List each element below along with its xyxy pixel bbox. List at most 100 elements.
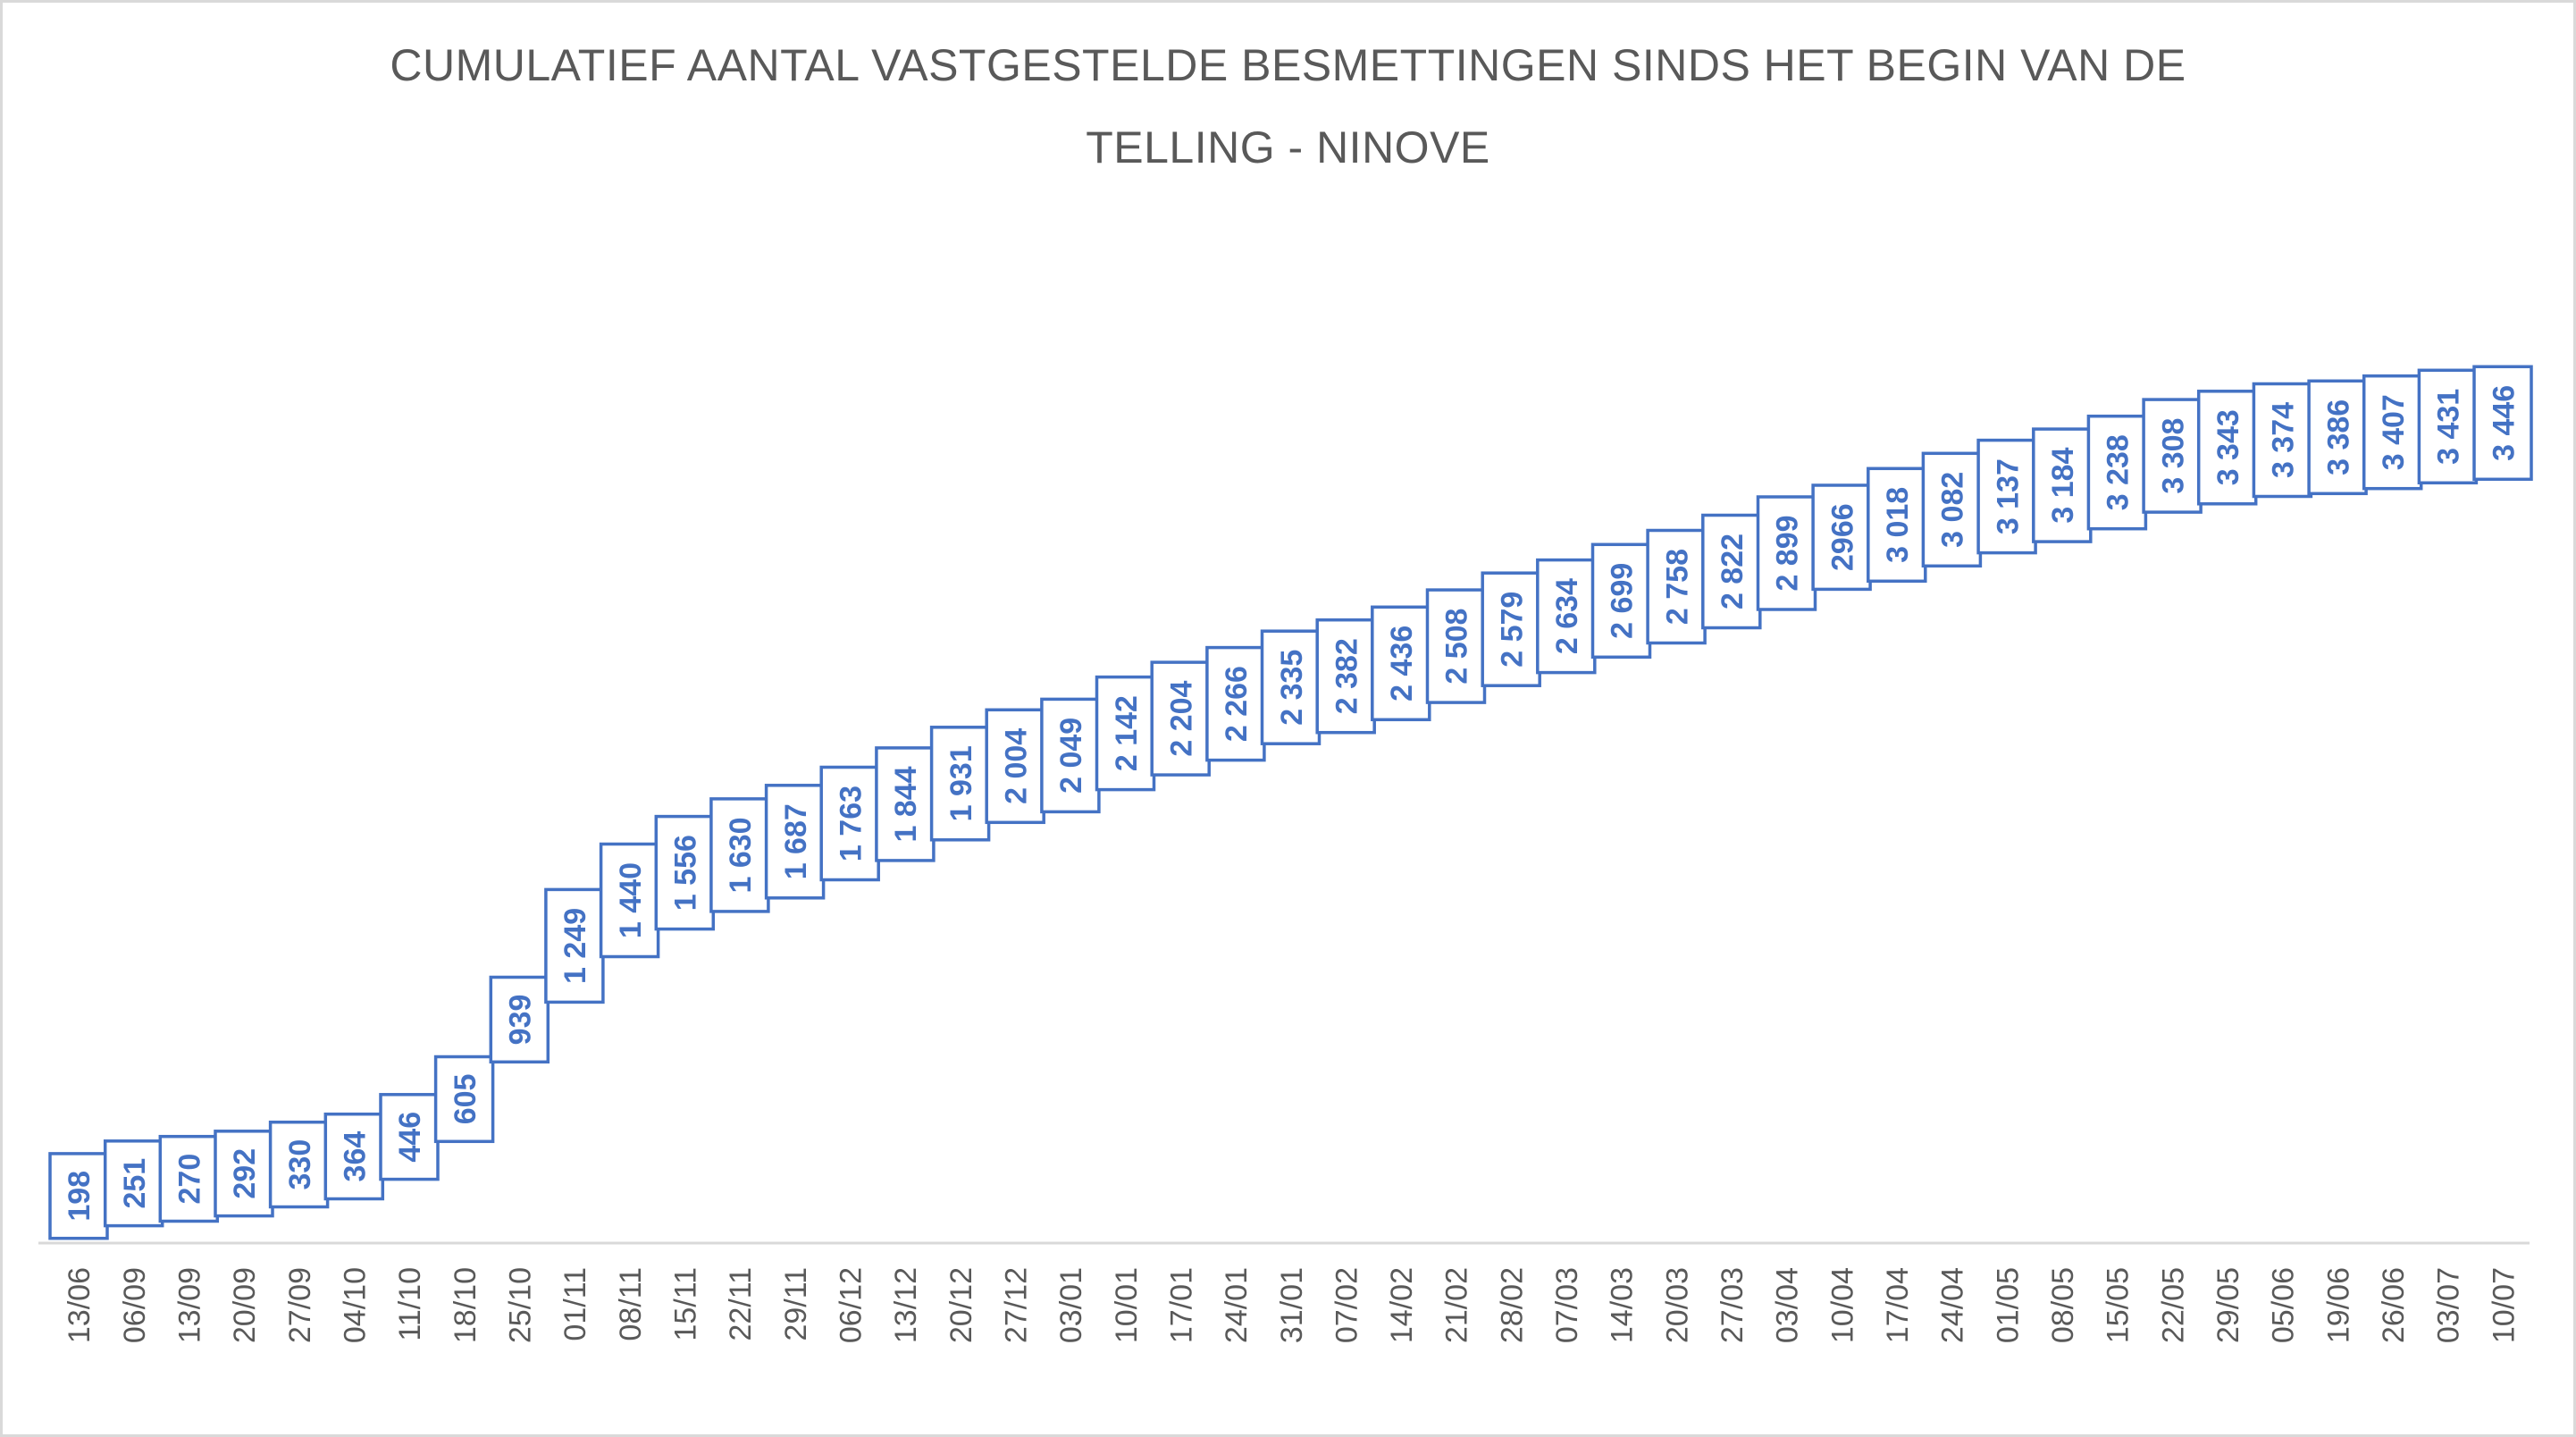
x-axis-label: 27/09 <box>283 1267 317 1343</box>
data-label-box <box>599 842 660 959</box>
data-label-text: 2 436 <box>1385 626 1419 702</box>
x-axis-label: 13/06 <box>63 1267 96 1343</box>
data-label: 939 <box>489 975 550 1064</box>
data-label: 1 931 <box>929 726 991 842</box>
data-label: 2 579 <box>1481 571 1541 687</box>
data-label-box <box>2472 365 2533 482</box>
data-label-box <box>2252 382 2313 499</box>
x-axis-label: 19/06 <box>2321 1267 2355 1343</box>
data-label: 2 436 <box>1371 605 1431 722</box>
data-label-text: 2 508 <box>1440 609 1474 685</box>
x-axis-label: 10/01 <box>1110 1267 1144 1343</box>
data-label: 1 687 <box>764 784 826 900</box>
x-axis-label: 20/03 <box>1660 1267 1694 1343</box>
data-label: 270 <box>158 1134 220 1223</box>
data-label-box <box>2362 374 2423 491</box>
data-label: 2 822 <box>1701 513 1762 630</box>
chart-title-line-2: TELLING - NINOVE <box>1086 122 1490 172</box>
x-axis-label: 18/10 <box>449 1267 482 1343</box>
data-label-text: 1 931 <box>944 745 978 821</box>
x-axis-label: 28/02 <box>1495 1267 1529 1343</box>
x-axis-label: 07/03 <box>1550 1267 1584 1343</box>
x-axis-label: 13/12 <box>889 1267 923 1343</box>
data-label-box <box>48 1152 109 1240</box>
x-axis-label: 20/12 <box>944 1267 978 1343</box>
data-label-text: 2 699 <box>1606 563 1640 639</box>
data-label: 1 844 <box>875 746 936 862</box>
data-label: 3 343 <box>2196 390 2258 506</box>
data-label-box <box>654 814 716 931</box>
data-label-text: 1 687 <box>779 803 813 879</box>
data-label-text: 3 308 <box>2156 418 2190 494</box>
data-label: 2 699 <box>1590 542 1652 660</box>
x-axis-label: 13/09 <box>173 1267 207 1343</box>
x-axis-label: 03/04 <box>1771 1267 1805 1343</box>
data-label: 1 763 <box>819 765 880 882</box>
data-label-text: 3 082 <box>1936 472 1970 548</box>
data-label-box <box>764 784 826 900</box>
data-label-box <box>1260 629 1322 745</box>
data-label-text: 1 763 <box>834 786 868 861</box>
data-label-text: 292 <box>228 1148 262 1199</box>
data-label-box <box>2032 427 2093 543</box>
data-label-text: 2 758 <box>1660 549 1694 625</box>
data-label-text: 3 446 <box>2487 385 2521 461</box>
data-label-box <box>2086 414 2148 531</box>
x-axis-label: 22/05 <box>2156 1267 2190 1343</box>
data-label: 1 630 <box>709 797 770 913</box>
data-label: 2 049 <box>1040 697 1101 814</box>
data-label: 3 082 <box>1921 451 1983 568</box>
x-axis-label: 01/11 <box>558 1267 592 1341</box>
data-label: 3 386 <box>2307 379 2368 496</box>
data-label-text: 2 004 <box>999 728 1033 804</box>
data-label-box <box>2142 398 2203 514</box>
plot-area: 198 251 270 292 330 364 446 605 939 1 249 1 440 1 5… <box>38 365 2533 1343</box>
data-label-text: 1 440 <box>614 862 648 938</box>
x-axis-label: 31/01 <box>1275 1267 1309 1343</box>
data-label-text: 3 386 <box>2321 399 2355 475</box>
x-axis-label: 24/04 <box>1936 1267 1970 1343</box>
data-label: 2 508 <box>1425 588 1487 704</box>
data-label-text: 2 822 <box>1716 534 1749 609</box>
data-label-text: 3 374 <box>2267 402 2301 478</box>
data-label: 2 382 <box>1315 618 1376 735</box>
data-label-text: 1 556 <box>669 835 703 911</box>
data-label-text: 330 <box>283 1139 317 1190</box>
data-label: 2 899 <box>1756 495 1817 611</box>
data-label: 1 249 <box>544 887 605 1004</box>
data-label-text: 3 184 <box>2046 447 2080 523</box>
x-axis-label: 14/03 <box>1606 1267 1640 1343</box>
data-label: 3 018 <box>1867 466 1927 584</box>
data-label: 446 <box>379 1093 440 1181</box>
data-label: 3 238 <box>2086 414 2148 531</box>
data-label-box <box>1371 605 1431 722</box>
data-label-text: 2 142 <box>1110 695 1144 771</box>
x-axis-label: 17/04 <box>1881 1267 1915 1343</box>
data-label-text: 3 137 <box>1991 458 2025 534</box>
data-label-text: 198 <box>63 1171 96 1222</box>
data-label: 3 374 <box>2252 382 2313 499</box>
data-label-box <box>2307 379 2368 496</box>
data-label-box <box>103 1139 164 1228</box>
x-axis-label: 29/05 <box>2211 1267 2245 1343</box>
data-label-box <box>875 746 936 862</box>
data-label-box <box>985 708 1045 825</box>
data-label-box <box>1701 513 1762 630</box>
data-label-box <box>1646 528 1707 645</box>
data-label-box <box>819 765 880 882</box>
data-label-text: 3 431 <box>2432 389 2466 465</box>
x-axis-label: 15/11 <box>669 1267 703 1341</box>
data-label-box <box>1921 451 1983 568</box>
data-label: 3 446 <box>2472 365 2533 482</box>
x-axis-label: 08/11 <box>614 1267 648 1341</box>
data-label-box <box>1425 588 1487 704</box>
data-label-text: 2 266 <box>1220 666 1254 742</box>
data-label-text: 1 630 <box>724 817 758 893</box>
data-label-text: 2 049 <box>1054 718 1088 794</box>
data-label-box <box>1040 697 1101 814</box>
data-label-box <box>379 1093 440 1181</box>
data-label-text: 939 <box>504 995 538 1046</box>
data-label-text: 364 <box>339 1131 373 1182</box>
data-label-text: 2 204 <box>1164 680 1198 756</box>
